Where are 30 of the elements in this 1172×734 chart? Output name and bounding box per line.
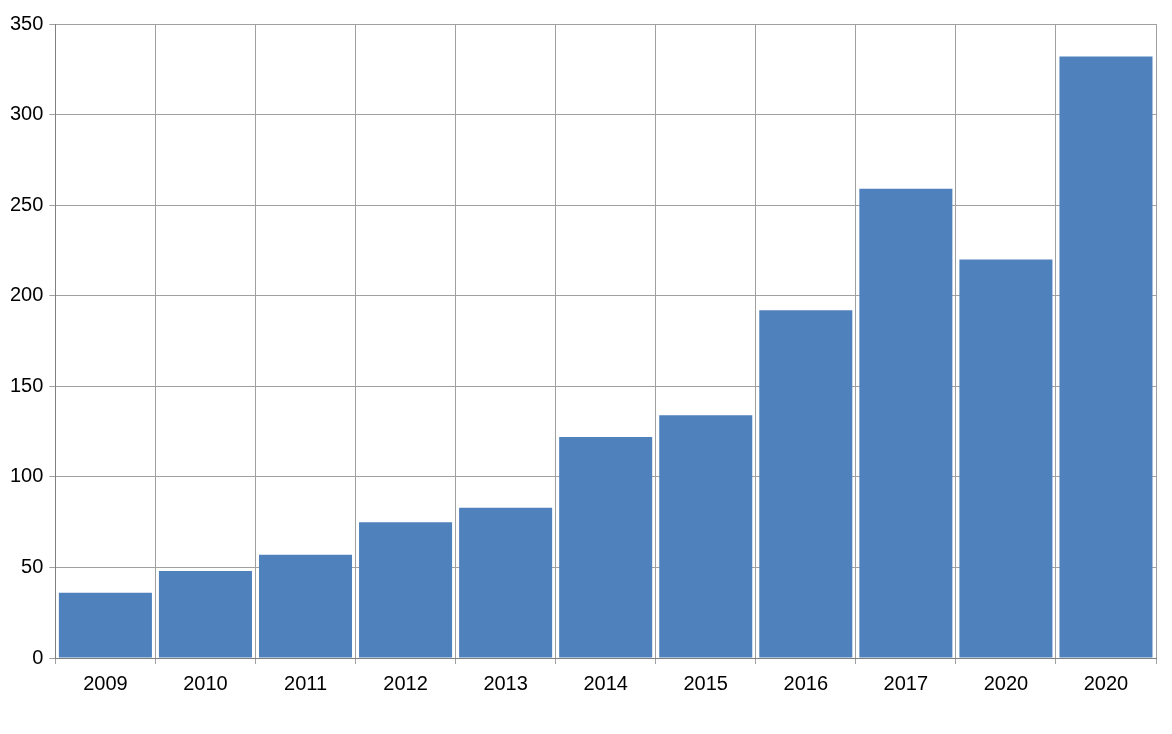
x-tick-label: 2014 (583, 671, 628, 694)
y-tick-label: 200 (9, 283, 44, 306)
x-tick-label: 2013 (483, 671, 528, 694)
bar (659, 415, 753, 658)
x-tick-label: 2015 (683, 671, 728, 694)
y-tick-label: 300 (9, 102, 44, 125)
bar (58, 592, 152, 658)
x-tick-label: 2009 (83, 671, 128, 694)
y-tick-label: 0 (32, 645, 44, 668)
x-tick-label: 2017 (883, 671, 929, 694)
x-tick-label: 2011 (284, 671, 328, 694)
bar (359, 522, 453, 658)
y-tick-label: 350 (9, 11, 44, 34)
y-tick-label: 150 (9, 373, 44, 396)
bar (459, 507, 553, 658)
x-tick-label: 2010 (183, 671, 228, 694)
bar (859, 188, 953, 658)
bar (759, 310, 853, 658)
bar (1059, 56, 1153, 658)
bar (959, 259, 1053, 658)
x-tick-label: 2016 (783, 671, 829, 694)
x-tick-label: 2020 (1083, 671, 1129, 694)
bar (258, 554, 353, 658)
y-tick-label: 50 (21, 554, 44, 577)
bar (158, 571, 252, 658)
x-tick-label: 2020 (983, 671, 1029, 694)
bar (559, 437, 653, 658)
y-tick-label: 100 (9, 464, 44, 487)
y-tick-label: 250 (9, 192, 44, 215)
x-tick-label: 2012 (383, 671, 428, 694)
